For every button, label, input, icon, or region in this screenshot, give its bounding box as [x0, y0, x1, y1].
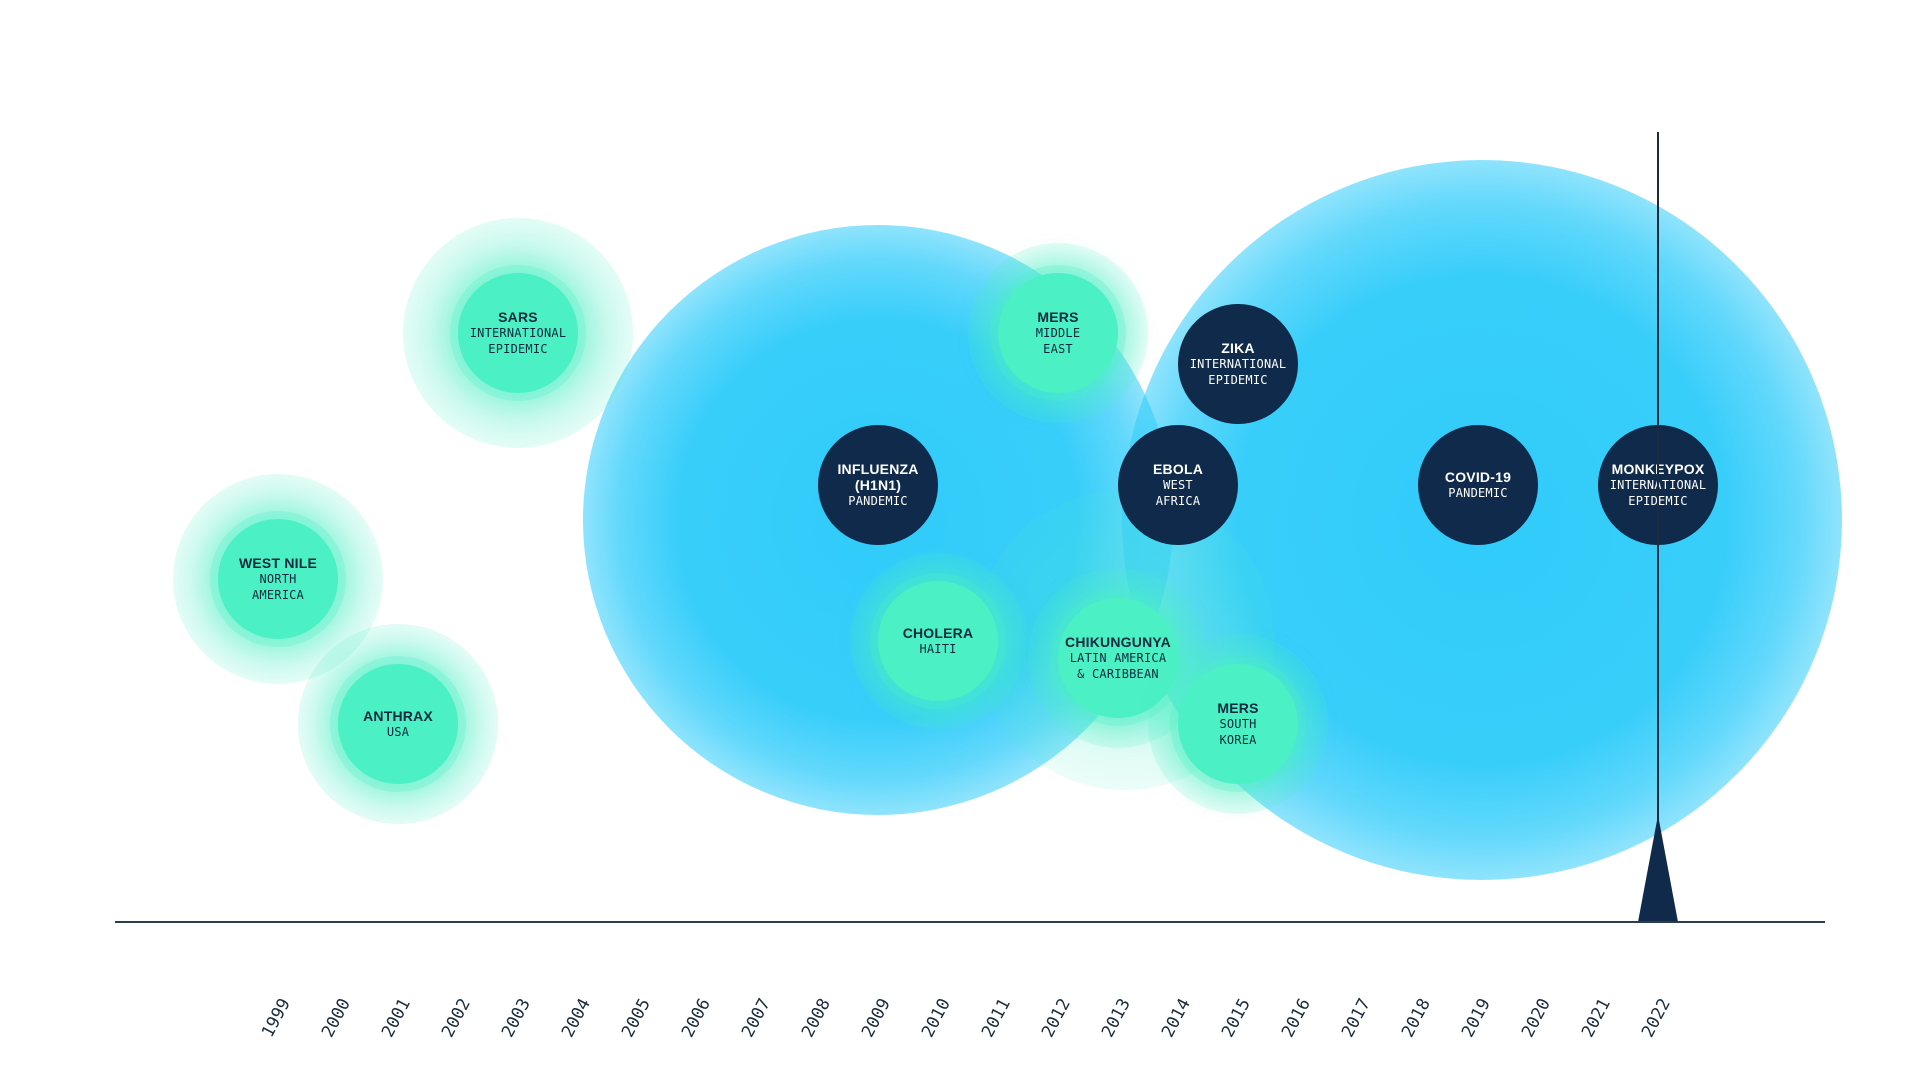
event-subtitle: KOREA: [1219, 733, 1257, 747]
event-name: MERS: [1217, 700, 1259, 716]
event-ebola: EBOLA WEST AFRICA: [1118, 425, 1238, 545]
year-label-2011: 2011: [977, 995, 1015, 1041]
year-label-2002: 2002: [437, 995, 475, 1041]
event-subtitle: EPIDEMIC: [488, 342, 548, 356]
event-subtitle: NORTH: [259, 572, 297, 586]
event-name: SARS: [498, 309, 538, 325]
year-label-2013: 2013: [1097, 995, 1135, 1041]
event-name: ANTHRAX: [363, 708, 433, 724]
event-name: INFLUENZA: [837, 461, 919, 477]
event-subtitle: AFRICA: [1155, 494, 1201, 508]
event-subtitle: LATIN AMERICA: [1069, 651, 1167, 665]
event-zika: ZIKA INTERNATIONAL EPIDEMIC: [1178, 304, 1298, 424]
year-label-2000: 2000: [317, 995, 355, 1041]
event-mers-south-korea: MERS SOUTH KOREA: [1178, 664, 1298, 784]
year-label-2016: 2016: [1277, 995, 1315, 1041]
event-west-nile: WEST NILE NORTH AMERICA: [218, 519, 338, 639]
event-anthrax: ANTHRAX USA: [338, 664, 458, 784]
event-chikungunya: CHIKUNGUNYA LATIN AMERICA & CARIBBEAN: [1058, 598, 1178, 718]
year-label-2020: 2020: [1517, 995, 1555, 1041]
year-label-2022: 2022: [1637, 995, 1675, 1041]
year-label-2006: 2006: [677, 995, 715, 1041]
event-name: (H1N1): [854, 477, 902, 493]
event-mers-middle-east: MERS MIDDLE EAST: [998, 273, 1118, 393]
event-subtitle: & CARIBBEAN: [1077, 667, 1159, 681]
event-subtitle: USA: [386, 725, 410, 739]
event-subtitle: EPIDEMIC: [1208, 373, 1268, 387]
event-subtitle: EAST: [1043, 342, 1073, 356]
timeline-axis: [115, 921, 1825, 923]
event-cholera: CHOLERA HAITI: [878, 581, 998, 701]
event-subtitle: WEST: [1163, 478, 1193, 492]
year-label-2005: 2005: [617, 995, 655, 1041]
event-subtitle: PANDEMIC: [1448, 486, 1508, 500]
year-label-1999: 1999: [257, 995, 295, 1041]
event-subtitle: SOUTH: [1219, 717, 1257, 731]
event-name: WEST NILE: [238, 555, 318, 571]
year-label-2012: 2012: [1037, 995, 1075, 1041]
event-sars: SARS INTERNATIONAL EPIDEMIC: [458, 273, 578, 393]
event-subtitle: INTERNATIONAL: [1189, 357, 1287, 371]
year-label-2004: 2004: [557, 995, 595, 1041]
year-label-2021: 2021: [1577, 995, 1615, 1041]
year-label-2014: 2014: [1157, 995, 1195, 1041]
year-label-2008: 2008: [797, 995, 835, 1041]
event-subtitle: INTERNATIONAL: [469, 326, 567, 340]
current-year-marker-line: [1657, 132, 1659, 922]
current-year-marker-triangle: [1638, 815, 1678, 922]
year-label-2007: 2007: [737, 995, 775, 1041]
event-covid-19: COVID-19 PANDEMIC: [1418, 425, 1538, 545]
event-subtitle: MIDDLE: [1035, 326, 1081, 340]
event-subtitle: PANDEMIC: [848, 494, 908, 508]
event-name: CHOLERA: [902, 625, 974, 641]
year-label-2001: 2001: [377, 995, 415, 1041]
event-influenza: INFLUENZA (H1N1) PANDEMIC: [818, 425, 938, 545]
event-subtitle: HAITI: [919, 642, 957, 656]
event-name: EBOLA: [1153, 461, 1203, 477]
year-label-2017: 2017: [1337, 995, 1375, 1041]
event-name: ZIKA: [1221, 340, 1255, 356]
year-label-2003: 2003: [497, 995, 535, 1041]
year-label-2010: 2010: [917, 995, 955, 1041]
year-label-2009: 2009: [857, 995, 895, 1041]
event-name: MERS: [1037, 309, 1079, 325]
event-name: COVID-19: [1444, 469, 1512, 485]
year-label-2019: 2019: [1457, 995, 1495, 1041]
event-subtitle: AMERICA: [252, 588, 304, 602]
year-label-2015: 2015: [1217, 995, 1255, 1041]
event-name: CHIKUNGUNYA: [1065, 634, 1171, 650]
year-label-2018: 2018: [1397, 995, 1435, 1041]
